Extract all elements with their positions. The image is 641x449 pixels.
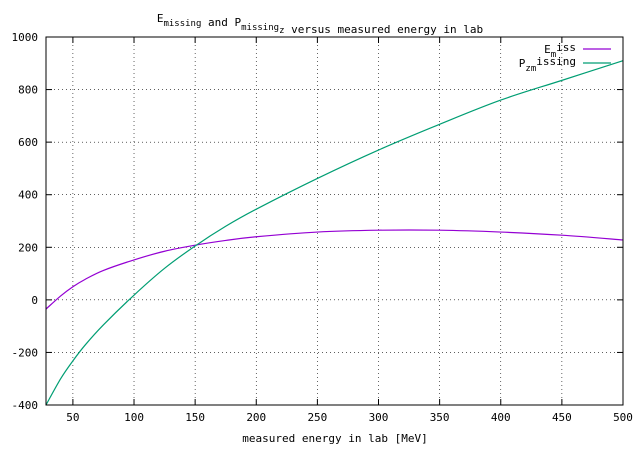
legend-label-base: E — [544, 43, 551, 56]
legend-label-rest: iss — [556, 41, 576, 54]
y-tick-label: 0 — [31, 294, 38, 307]
y-tick-label: -200 — [12, 346, 39, 359]
legend-label-rest: issing — [536, 55, 576, 68]
legend-label-2: Pzmissing — [519, 55, 576, 74]
x-tick-label: 250 — [307, 411, 327, 424]
x-tick-label: 300 — [369, 411, 389, 424]
x-tick-label: 200 — [246, 411, 266, 424]
legend-label-base: P — [519, 57, 526, 70]
y-tick-label: -400 — [12, 399, 39, 412]
title-subscript: missing — [163, 19, 201, 29]
x-axis-label: measured energy in lab [MeV] — [242, 432, 427, 445]
grid-lines — [46, 37, 623, 405]
title-subscript: missing — [241, 23, 279, 33]
y-tick-label: 800 — [18, 84, 38, 97]
chart-title: Emissing and Pmissingz versus measured e… — [157, 12, 483, 36]
title-part: and — [201, 16, 234, 29]
x-tick-label: 50 — [66, 411, 79, 424]
legend-label-subscript: zm — [525, 64, 536, 74]
legend-label-subscript: m — [551, 50, 556, 60]
y-tick-label: 200 — [18, 241, 38, 254]
plot-frame — [45, 36, 624, 406]
x-tick-label: 150 — [185, 411, 205, 424]
series-line-2 — [45, 60, 624, 406]
title-subsubscript: z — [279, 26, 284, 36]
x-tick-label: 500 — [613, 411, 633, 424]
axis-ticks: 50 100 150 200 250 300 350 400 450 500 -400 -200 0 20… — [12, 31, 633, 424]
y-tick-label: 1000 — [12, 31, 39, 44]
series-layer — [45, 60, 624, 406]
x-tick-label: 400 — [491, 411, 511, 424]
title-part: P — [235, 16, 242, 29]
x-tick-label: 450 — [552, 411, 572, 424]
series-line-1 — [45, 229, 624, 310]
title-part: versus measured energy in lab — [284, 23, 483, 36]
legend-label-1: Emiss — [544, 41, 576, 60]
x-tick-label: 100 — [124, 411, 144, 424]
y-tick-label: 400 — [18, 189, 38, 202]
y-tick-label: 600 — [18, 136, 38, 149]
title-part: E — [157, 12, 164, 25]
x-tick-label: 350 — [430, 411, 450, 424]
